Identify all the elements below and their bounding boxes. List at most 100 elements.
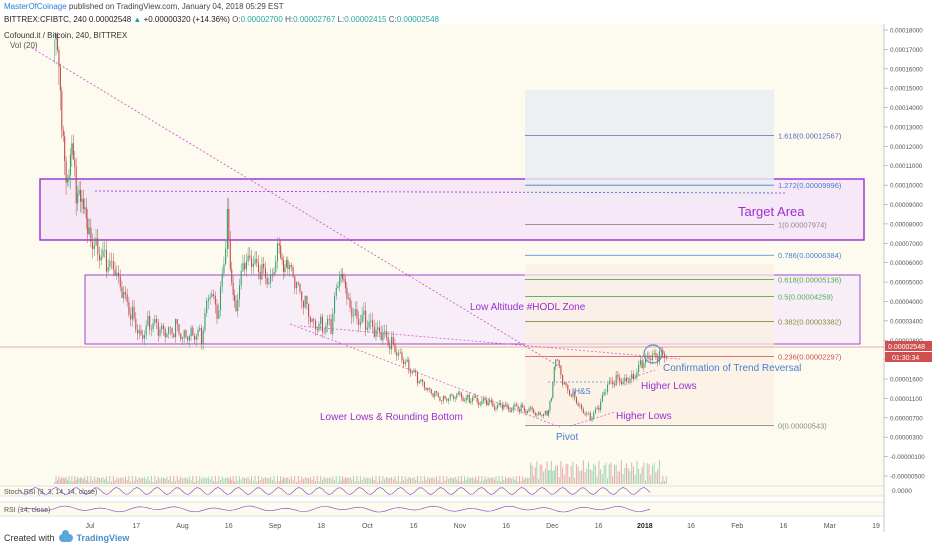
- candle-body: [449, 394, 451, 399]
- candle-body: [98, 254, 101, 261]
- stoch-pane[interactable]: [0, 486, 884, 496]
- volume-bar: [460, 476, 462, 484]
- volume-bar: [487, 477, 489, 484]
- candle-body: [289, 265, 291, 270]
- volume-bar: [297, 476, 299, 484]
- candle-body: [100, 256, 102, 261]
- volume-bar: [299, 480, 301, 484]
- candle-body: [281, 257, 283, 260]
- candle-body: [492, 402, 494, 407]
- candle-body: [575, 397, 578, 404]
- candle-body: [413, 370, 415, 372]
- candle-body: [429, 387, 431, 389]
- candle-body: [462, 397, 464, 401]
- candle-body: [439, 396, 441, 401]
- candle-body: [339, 276, 341, 287]
- y-tick-label: 0.00015000: [890, 86, 923, 93]
- volume-bar: [432, 477, 434, 484]
- candle-body: [123, 291, 125, 299]
- price-chart[interactable]: 1.618(0.00012567) 1.272(0.00009996) 1(0.00…: [0, 24, 932, 532]
- candle-body: [451, 394, 453, 396]
- candle-body: [425, 388, 427, 391]
- volume-bar: [473, 478, 475, 484]
- candle-body: [657, 356, 659, 362]
- candle-body: [333, 295, 336, 314]
- volume-bar: [498, 476, 500, 484]
- volume-bar: [646, 463, 648, 484]
- volume-bar: [575, 464, 577, 484]
- volume-bar: [211, 476, 213, 484]
- price-axis[interactable]: 0.00018000 0.00017000 0.00016000 0.00015000…: [884, 28, 925, 481]
- volume-bar: [159, 478, 161, 484]
- volume-bar: [373, 480, 375, 484]
- volume-bar: [138, 476, 140, 484]
- candle-body: [420, 379, 422, 382]
- volume-bar: [638, 468, 640, 484]
- candle-body: [218, 310, 220, 319]
- volume-bar: [562, 467, 564, 484]
- volume-bar: [413, 476, 415, 484]
- time-axis[interactable]: Jul 17 Aug 16 Sep 18 Oct 16 Nov 16 Dec 16 2018 16 Feb 1…: [86, 523, 880, 530]
- fib-level-label: 0.5(0.00004259): [778, 292, 834, 301]
- volume-bar: [422, 481, 424, 484]
- candle-body: [126, 294, 128, 303]
- volume-bar: [266, 477, 268, 484]
- candle-body: [619, 377, 621, 382]
- volume-bar: [586, 468, 588, 484]
- volume-bar: [145, 479, 147, 484]
- candle-body: [284, 267, 286, 272]
- x-tick-label: 18: [317, 523, 325, 530]
- volume-bar: [653, 463, 655, 484]
- candle-body: [530, 407, 532, 409]
- candle-body: [313, 319, 315, 321]
- volume-bar: [662, 476, 664, 484]
- y-tick-label: 0.00009000: [890, 202, 923, 209]
- volume-bar: [273, 476, 275, 484]
- volume-bar: [67, 479, 69, 484]
- candle-body: [178, 324, 180, 334]
- tradingview-brand[interactable]: TradingView: [76, 533, 130, 543]
- candle-body: [187, 337, 189, 341]
- volume-bar: [382, 476, 384, 484]
- volume-bar: [283, 476, 285, 484]
- volume-bar: [275, 481, 277, 484]
- candle-body: [430, 388, 432, 394]
- higher-lows-line-2: [611, 369, 656, 385]
- candle-body: [340, 274, 342, 277]
- volume-bar: [256, 481, 258, 484]
- author-link[interactable]: MasterOfCoinage: [4, 2, 67, 11]
- volume-bar: [553, 469, 555, 484]
- candle-body: [515, 404, 518, 407]
- volume-bar: [526, 478, 528, 484]
- volume-bar: [152, 481, 154, 484]
- volume-bar: [332, 476, 334, 484]
- volume-bar: [486, 479, 488, 484]
- volume-bar: [641, 467, 643, 484]
- rsi-pane[interactable]: [0, 502, 884, 516]
- candle-body: [128, 302, 130, 315]
- volume-bar: [65, 476, 67, 484]
- candle-body: [149, 315, 151, 330]
- open-label: O:: [232, 15, 241, 24]
- volume-bar: [195, 476, 197, 484]
- volume-bar: [403, 480, 405, 484]
- candle-body: [202, 330, 204, 345]
- volume-bar: [619, 471, 621, 484]
- volume-bar: [591, 470, 593, 484]
- volume-bar: [511, 478, 513, 484]
- volume-bar: [446, 476, 448, 484]
- volume-bar: [294, 476, 296, 484]
- ohlc-bar: BITTREX:CFIBTC, 240 0.00002548 ▲ +0.0000…: [4, 15, 439, 24]
- volume-bar: [240, 479, 242, 484]
- volume-bar: [197, 480, 199, 484]
- volume-bar: [512, 476, 514, 484]
- x-tick-label: Oct: [362, 523, 373, 530]
- volume-bar: [257, 476, 259, 484]
- volume-bar: [607, 478, 609, 484]
- volume-bar: [356, 476, 358, 484]
- candle-body: [275, 260, 277, 272]
- candle-body: [368, 321, 370, 328]
- volume-bar: [90, 476, 92, 484]
- volume-bar: [657, 469, 659, 484]
- candle-body: [316, 328, 318, 331]
